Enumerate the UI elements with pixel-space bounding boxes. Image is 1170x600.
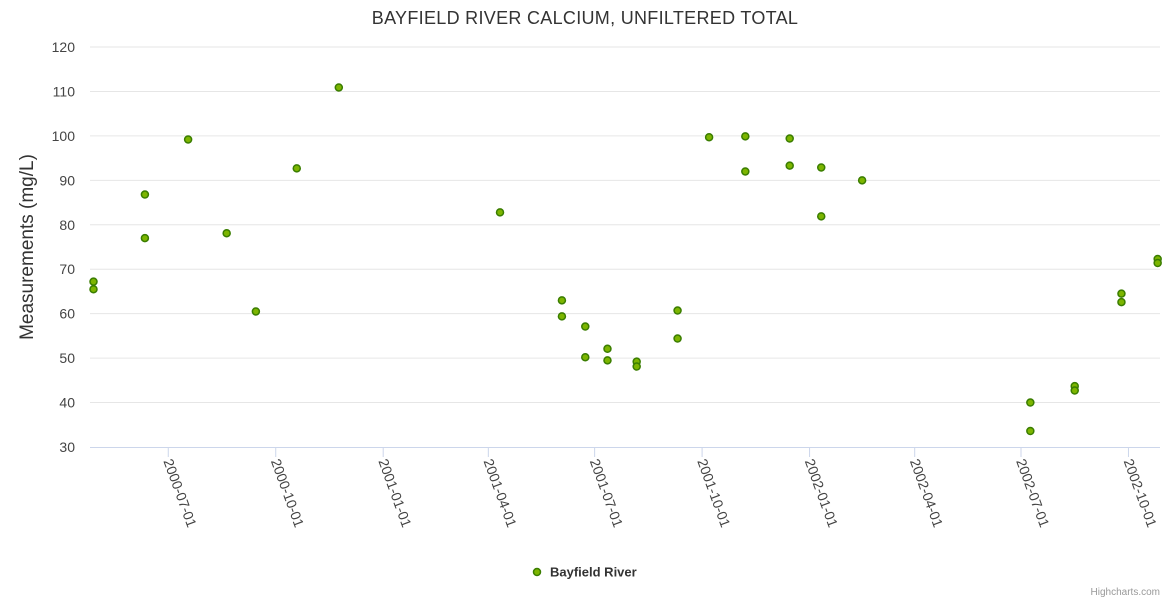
x-tick-label: 2002-10-01	[1121, 457, 1161, 530]
legend-label[interactable]: Bayfield River	[550, 565, 637, 580]
y-tick-label: 60	[59, 306, 75, 322]
data-point[interactable]	[741, 132, 750, 141]
y-tick-label: 110	[53, 83, 76, 99]
data-point[interactable]	[1117, 297, 1126, 307]
x-tick-label: 2001-04-01	[481, 457, 521, 530]
y-tick-label: 40	[59, 395, 75, 411]
x-axis: 2000-07-01 2000-10-01 2001-01-01 2001-04-01…	[90, 447, 1160, 530]
data-point[interactable]	[89, 277, 98, 286]
legend-marker	[532, 567, 542, 577]
x-tick-label: 2000-07-01	[160, 457, 200, 530]
data-point[interactable]	[741, 167, 750, 176]
data-point[interactable]	[222, 228, 231, 238]
x-tick-label: 2001-10-01	[694, 457, 734, 530]
data-point[interactable]	[857, 176, 867, 185]
data-point[interactable]	[251, 307, 261, 316]
data-point[interactable]	[603, 344, 612, 354]
data-point[interactable]	[183, 135, 193, 144]
y-axis-ticks: 30 40 50 60 70 80 90 100 110 120	[52, 39, 76, 455]
x-tick-label: 2002-07-01	[1013, 457, 1053, 530]
data-point[interactable]	[785, 161, 794, 170]
chart-title: BAYFIELD RIVER CALCIUM, UNFILTERED TOTAL	[372, 8, 798, 28]
data-point[interactable]	[816, 163, 826, 172]
data-point[interactable]	[1070, 386, 1079, 395]
data-point[interactable]	[334, 83, 344, 92]
data-point[interactable]	[704, 132, 714, 142]
y-tick-label: 100	[52, 128, 76, 144]
x-tick-label: 2002-04-01	[907, 457, 947, 530]
y-tick-label: 80	[59, 217, 75, 233]
data-point[interactable]	[1026, 426, 1035, 436]
data-point[interactable]	[603, 356, 612, 365]
credits-link[interactable]: Highcharts.com	[1091, 587, 1160, 598]
data-point[interactable]	[673, 306, 682, 315]
data-point[interactable]	[292, 164, 302, 173]
x-tick-label: 2001-07-01	[587, 457, 627, 530]
data-point[interactable]	[816, 212, 826, 221]
data-point[interactable]	[1117, 289, 1126, 298]
grid-lines	[90, 46, 1160, 404]
data-point[interactable]	[581, 322, 590, 331]
y-axis-label: Measurements (mg/L)	[17, 154, 38, 340]
x-tick-label: 2001-01-01	[375, 457, 415, 530]
data-point[interactable]	[632, 362, 641, 371]
data-point[interactable]	[89, 284, 98, 294]
data-point[interactable]	[140, 233, 150, 243]
data-point[interactable]	[785, 134, 794, 143]
data-point[interactable]	[495, 208, 505, 217]
data-point[interactable]	[1026, 398, 1035, 407]
data-point[interactable]	[557, 296, 567, 305]
x-tick-label: 2002-01-01	[802, 457, 842, 530]
data-point[interactable]	[581, 352, 590, 362]
y-tick-label: 120	[52, 39, 76, 55]
y-tick-label: 30	[59, 439, 75, 455]
x-tick-label: 2000-10-01	[268, 457, 308, 530]
scatter-points	[89, 83, 1162, 436]
legend[interactable]: Bayfield River	[532, 565, 637, 580]
y-tick-label: 70	[59, 261, 75, 277]
data-point[interactable]	[673, 334, 682, 343]
y-tick-label: 90	[59, 172, 75, 188]
data-point[interactable]	[557, 312, 567, 321]
data-point[interactable]	[1153, 258, 1162, 268]
y-tick-label: 50	[59, 350, 75, 366]
data-point[interactable]	[140, 190, 150, 199]
